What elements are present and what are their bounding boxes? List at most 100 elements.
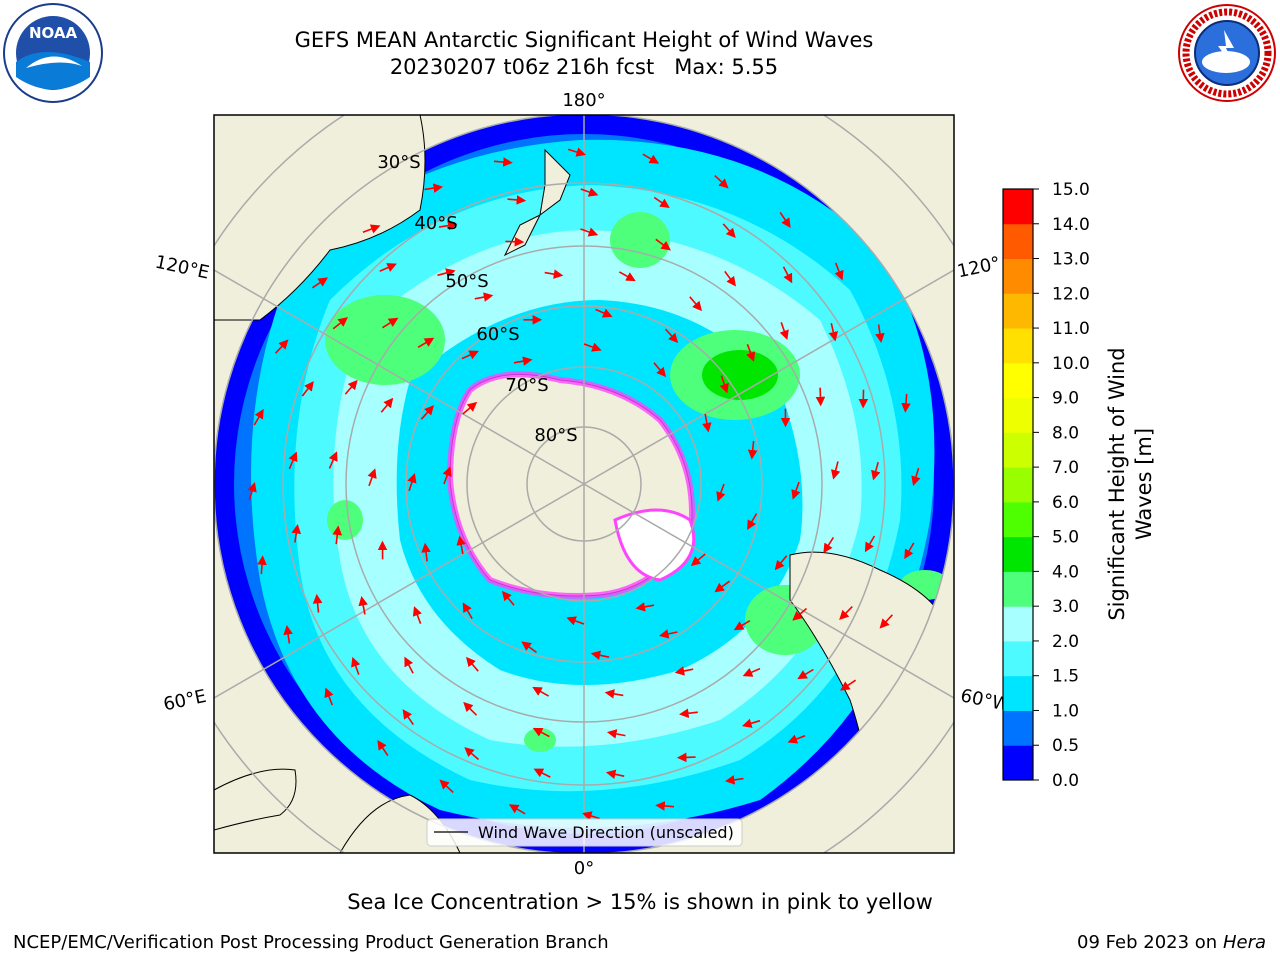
wind-wave-arrow — [362, 224, 381, 234]
map-frame — [213, 114, 955, 854]
colorbar-tick-label: 5.0 — [1052, 528, 1079, 548]
lon-label-120e: 120°E — [153, 252, 211, 284]
colorbar-swatch — [1003, 189, 1033, 225]
colorbar-tick-label: 0.5 — [1052, 736, 1079, 756]
wind-wave-arrow — [501, 590, 515, 606]
colorbar-tick-label: 1.5 — [1052, 667, 1079, 687]
colorbar-tick-label: 12.0 — [1052, 284, 1090, 304]
wind-wave-arrow — [901, 393, 911, 413]
nws-logo — [1178, 4, 1276, 102]
colorbar-tick-label: 9.0 — [1052, 389, 1079, 409]
wind-wave-arrow — [774, 555, 788, 571]
wind-wave-arrow — [275, 339, 289, 354]
date-text: 09 Feb 2023 on — [1077, 932, 1218, 953]
colorbar-label-line2: Waves [m] — [1132, 428, 1156, 540]
wind-wave-arrow — [815, 387, 826, 407]
wind-wave-arrow — [462, 602, 473, 620]
wind-wave-arrow — [465, 656, 479, 672]
wind-wave-arrow — [605, 769, 625, 779]
wind-wave-arrow — [344, 379, 358, 395]
wind-wave-arrow — [792, 607, 808, 621]
lon-label-0: 0° — [574, 858, 594, 879]
wind-wave-arrow — [288, 451, 298, 470]
wind-wave-arrow — [351, 656, 361, 675]
new-zealand — [503, 148, 571, 257]
wind-wave-arrow — [619, 271, 636, 282]
date-line: 09 Feb 2023 on Hera — [1077, 932, 1266, 953]
colorbar-swatch — [1003, 223, 1033, 260]
wind-wave-arrow — [474, 292, 494, 302]
wind-wave-arrow — [580, 227, 599, 237]
wind-wave-arrow — [676, 752, 696, 763]
wind-wave-arrow — [257, 555, 267, 575]
wind-wave-arrow — [508, 804, 526, 815]
colorbar-tick-label: 3.0 — [1052, 597, 1079, 617]
colorbar-tick-label: 6.0 — [1052, 493, 1079, 513]
wind-wave-arrow — [875, 324, 885, 344]
wind-wave-arrow — [604, 689, 624, 699]
wind-wave-arrow — [533, 768, 551, 778]
wind-wave-arrow — [714, 580, 730, 593]
wind-wave-arrow — [871, 461, 881, 481]
wind-wave-arrow — [724, 775, 744, 785]
wind-wave-arrow — [742, 667, 761, 677]
wind-wave-arrow — [328, 451, 338, 469]
colorbar-tick-label: 2.0 — [1052, 632, 1079, 652]
wind-wave-arrow — [247, 482, 257, 501]
wind-wave-arrow — [840, 679, 857, 691]
wind-wave-arrow — [864, 535, 876, 553]
lat-label-70s: 70°S — [505, 375, 548, 396]
wind-wave-arrow — [782, 266, 793, 284]
wind-wave-arrow — [456, 535, 466, 555]
colorbar-tick-label: 4.0 — [1052, 562, 1079, 582]
wind-wave-arrow — [402, 709, 414, 726]
wind-wave-arrow — [606, 729, 626, 739]
wind-wave-arrow — [463, 701, 478, 716]
wind-wave-arrow — [779, 322, 789, 341]
wind-wave-arrows — [247, 147, 921, 821]
wind-wave-arrow — [544, 269, 564, 279]
wind-wave-arrow — [301, 381, 314, 397]
wind-wave-arrow — [791, 481, 801, 500]
australia — [214, 115, 426, 321]
wind-wave-arrow — [828, 323, 839, 342]
wind-wave-arrow — [377, 740, 389, 757]
wind-wave-arrow — [421, 542, 431, 562]
colorbar-tick-label: 13.0 — [1052, 250, 1090, 270]
wind-wave-arrow — [595, 308, 613, 318]
wind-wave-arrow — [659, 629, 678, 639]
colorbar-swatch — [1003, 571, 1033, 607]
colorbar-tick-label: 15.0 — [1052, 180, 1090, 200]
lon-label-180: 180° — [562, 90, 605, 111]
colorbar-swatch — [1003, 467, 1033, 503]
wind-wave-arrow — [716, 483, 726, 502]
wind-wave-arrow — [424, 183, 444, 193]
colorbar-swatch — [1003, 432, 1033, 468]
lat-label-80s: 80°S — [534, 425, 577, 446]
wind-wave-arrow — [438, 220, 458, 231]
colorbar-swatch — [1003, 710, 1033, 746]
wind-wave-arrow — [507, 195, 527, 205]
wind-wave-arrow — [324, 687, 334, 706]
legend-label: Wind Wave Direction (unscaled) — [478, 823, 734, 842]
wind-wave-arrow — [724, 270, 736, 287]
wind-wave-arrow — [830, 461, 841, 480]
wind-wave-arrow — [655, 238, 671, 251]
lat-label-50s: 50°S — [445, 271, 488, 292]
wind-wave-arrow — [664, 328, 679, 344]
wind-wave-arrow — [746, 344, 756, 362]
lon-label-60e: 60°E — [162, 686, 209, 716]
wind-wave-arrow — [583, 342, 602, 352]
wind-wave-arrow — [653, 362, 667, 378]
wind-wave-arrow — [722, 223, 736, 238]
sea-ice-note: Sea Ice Concentration > 15% is shown in … — [347, 890, 933, 914]
wind-wave-arrow — [834, 262, 844, 281]
credit-line: NCEP/EMC/Verification Post Processing Pr… — [13, 932, 609, 953]
colorbar-swatch — [1003, 675, 1033, 711]
wind-wave-arrow — [367, 468, 377, 487]
colorbar-swatch — [1003, 536, 1033, 572]
wind-wave-arrow — [407, 473, 417, 492]
wind-wave-arrow — [787, 734, 806, 744]
wind-wave-arrow — [689, 296, 703, 312]
wind-wave-arrow — [566, 616, 585, 626]
